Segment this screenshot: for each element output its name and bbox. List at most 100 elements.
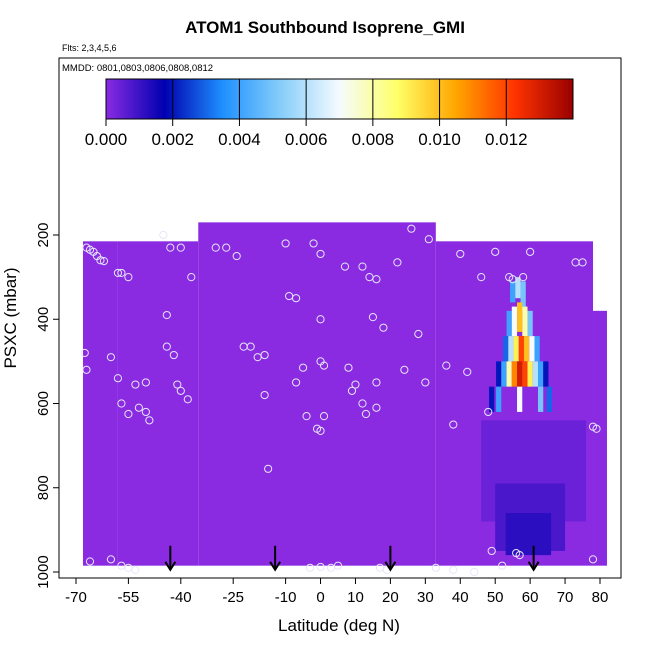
plume-cell [522,306,528,337]
observation-marker [487,546,496,556]
observation-marker [162,342,171,351]
field-cell [82,241,118,566]
arrow-marker [164,545,177,572]
arrow-marker [527,545,540,572]
y-tick-label: 1000 [35,555,52,588]
plume-cell [527,361,533,387]
field-cell [198,222,436,566]
observation-marker [421,378,430,387]
x-tick-label: 20 [382,589,399,606]
observation-marker [484,407,493,417]
x-tick-label: 80 [592,589,609,606]
observation-marker [477,273,486,282]
arrow-marker [384,545,397,572]
field-cell [117,241,199,566]
observation-marker [379,323,388,332]
observation-marker [113,374,123,383]
observation-marker [260,350,269,360]
observation-marker [85,557,95,566]
observation-marker [124,273,133,282]
x-axis-title: Latitude (deg N) [278,616,400,635]
observation-marker [407,224,416,233]
x-tick-label: -10 [275,589,297,606]
plume-cell [496,386,502,412]
observation-marker [309,239,318,248]
observation-marker [281,239,290,248]
observation-marker [166,243,175,252]
observation-points [80,224,601,577]
observation-marker [246,342,255,351]
observation-marker [145,416,154,425]
observation-marker [351,380,360,389]
observation-marker [82,365,91,374]
plume-cell [534,336,540,362]
plume-cell [537,386,544,412]
observation-marker [372,275,381,284]
observation-marker [183,395,192,404]
observation-marker [456,249,465,259]
observation-marker [124,409,133,419]
arrow-marker [269,545,281,572]
observation-marker [316,426,325,435]
observation-marker [368,313,378,322]
observation-marker [372,403,381,412]
y-axis-title: PSXC (mbar) [1,267,20,368]
plume-cell [489,386,495,412]
plume-cell [543,361,549,387]
observation-marker [211,243,220,252]
observation-marker [117,399,126,408]
plume-layer [489,277,552,412]
observation-marker [298,363,308,372]
observation-marker [222,243,231,252]
x-tick-label: 10 [347,589,364,606]
observation-marker [508,275,517,284]
observation-marker [141,378,150,387]
plume-cell [506,361,512,387]
field-cell [505,513,552,556]
observation-marker [117,268,126,278]
x-tick-label: 0 [316,589,324,606]
y-tick-label: 800 [35,475,52,500]
plume-cell [520,281,526,311]
observation-marker [431,563,440,572]
observation-marker [515,551,524,560]
observation-marker [519,273,528,282]
chart-title: ATOM1 Southbound Isoprene_GMI [185,18,465,37]
observation-marker [358,399,367,408]
observation-marker [305,563,315,572]
observation-marker [449,565,458,574]
observation-marker [424,235,433,244]
x-tick-label: -55 [118,589,140,606]
plume-cell [529,336,535,362]
observation-marker [113,268,123,278]
y-axis: 200 400 600 800 1000 [35,222,59,589]
dates-note: MMDD: 0801,0803,0806,0808,0812 [62,63,213,74]
x-axis: -70 -55 -40 -25 -10 0 10 20 30 40 50 60 70 80 [65,577,609,606]
observation-marker [106,353,116,362]
observation-marker [340,262,350,271]
plume-cell [511,306,518,337]
observation-marker [162,310,171,320]
plume-cell [508,336,514,362]
x-tick-label: -25 [222,589,244,606]
plume-cell [503,336,509,362]
observation-marker [176,386,185,395]
observation-marker [96,256,105,265]
observation-marker [187,273,196,282]
observation-marker [291,294,301,303]
colorbar-tick-label: 0.006 [285,130,328,149]
plume-cell [517,386,523,412]
x-tick-label: 70 [557,589,574,606]
x-tick-label: 60 [522,589,539,606]
observation-marker [526,247,535,256]
observation-marker [264,464,273,473]
colorbar-tick-label: 0.010 [418,130,461,149]
observation-marker [358,262,367,271]
observation-marker [176,243,185,252]
observation-marker [134,403,143,412]
observation-marker [173,380,182,389]
arrow-markers [164,545,540,572]
observation-marker [131,380,140,389]
plume-cell [496,361,502,387]
colorbar-tick-label: 0.008 [352,130,395,149]
